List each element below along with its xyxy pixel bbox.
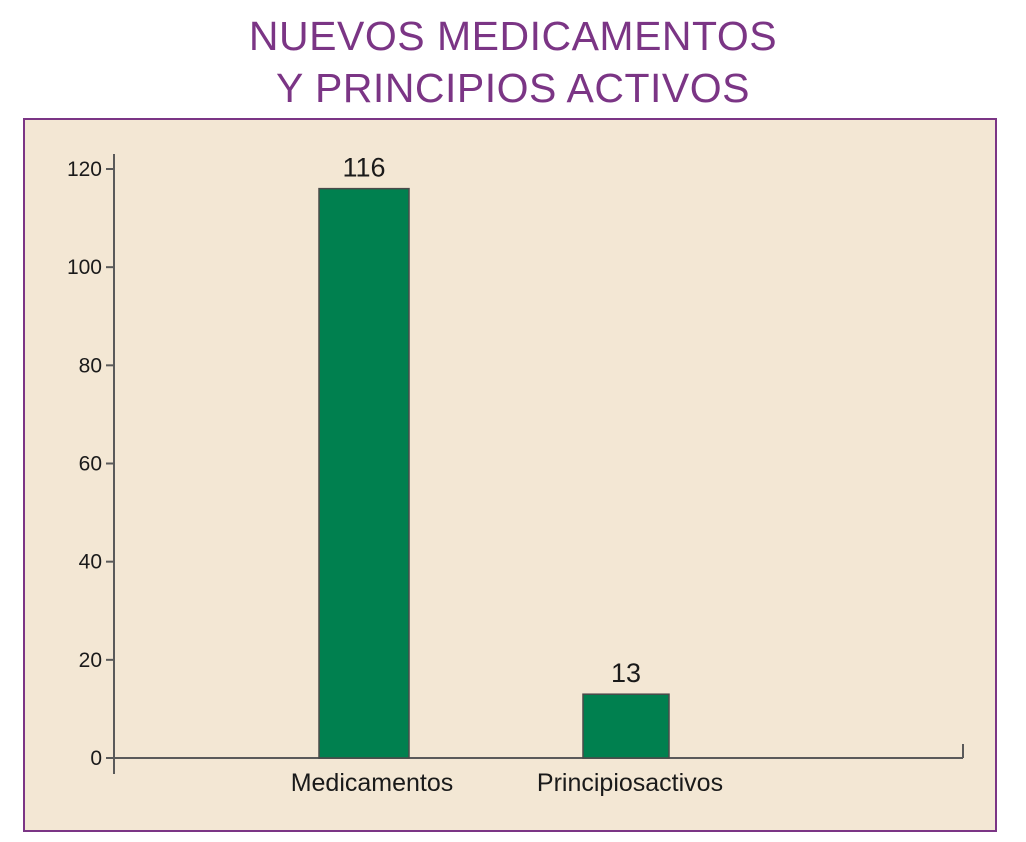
data-label: 13: [611, 658, 641, 688]
category-label: Medicamentos: [291, 769, 454, 797]
chart-labels: 116 Medicamentos 13 Principiosactivos: [291, 153, 723, 797]
chart-title-line-2: Y PRINCIPIOS ACTIVOS: [275, 65, 751, 111]
y-tick-label: 0: [90, 747, 102, 770]
y-tick-label: 100: [67, 256, 102, 279]
y-tick-label: 20: [79, 649, 102, 672]
bar-principiosactivos: [582, 693, 670, 759]
y-tick-label: 60: [79, 453, 102, 476]
bar-medicamentos: [318, 187, 410, 759]
chart-bars: [318, 187, 670, 759]
chart-axes: 0 20 40 60 80 100 120: [67, 154, 964, 774]
y-tick-label: 40: [79, 551, 102, 574]
data-label: 116: [342, 153, 385, 183]
category-label: Principiosactivos: [537, 769, 723, 797]
chart-title: NUEVOS MEDICAMENTOS Y PRINCIPIOS ACTIVOS: [0, 10, 1026, 114]
y-tick-label: 120: [67, 158, 102, 181]
chart-panel: [23, 118, 997, 832]
chart-title-line-1: NUEVOS MEDICAMENTOS: [248, 13, 778, 59]
y-tick-label: 80: [79, 354, 102, 377]
